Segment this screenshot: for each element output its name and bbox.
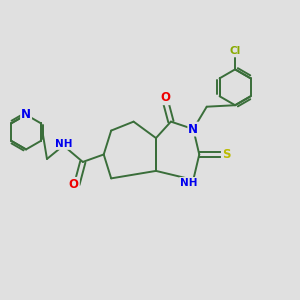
Text: S: S — [222, 148, 230, 161]
Text: O: O — [69, 178, 79, 191]
Text: NH: NH — [180, 178, 198, 188]
Text: N: N — [188, 123, 198, 136]
Text: Cl: Cl — [230, 46, 241, 56]
Text: O: O — [160, 91, 170, 104]
Text: N: N — [21, 108, 31, 121]
Text: NH: NH — [55, 139, 72, 149]
